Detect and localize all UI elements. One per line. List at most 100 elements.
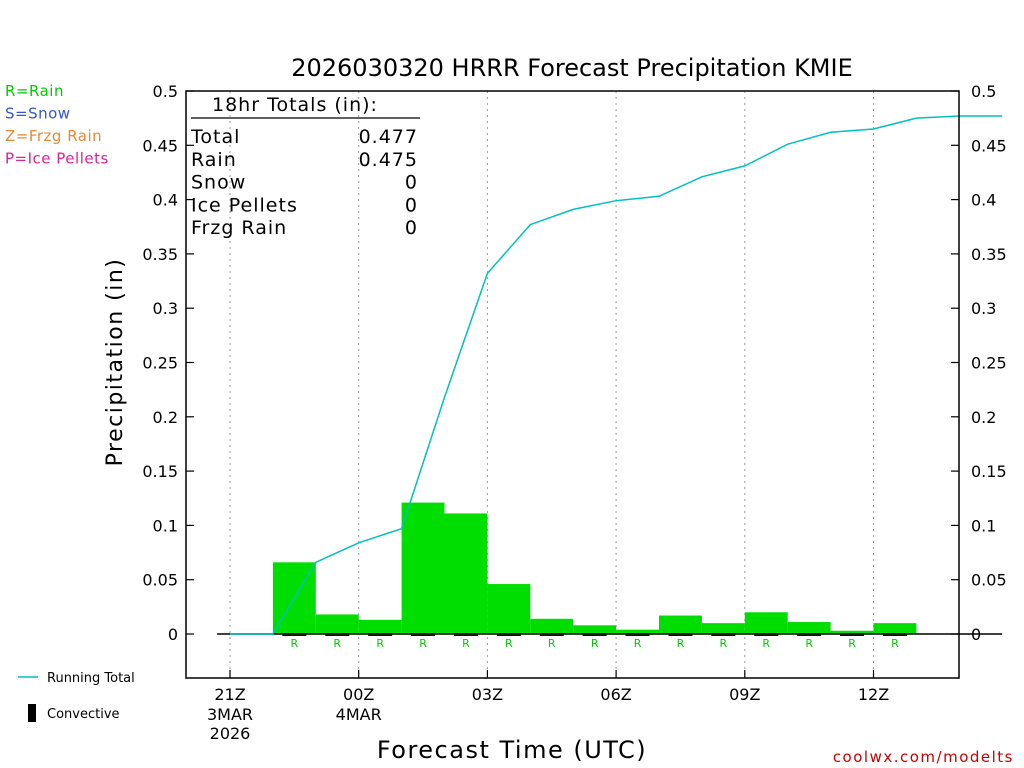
convective-marker — [496, 633, 521, 636]
convective-marker — [625, 633, 650, 636]
series-legend: Running Total Convective — [18, 671, 135, 722]
precip-type-label: R — [634, 637, 642, 650]
precip-type-label: R — [419, 637, 427, 650]
running-total-line — [230, 115, 1003, 635]
y-tick-label: 0.1 — [971, 516, 996, 535]
y-tick-label: 0.2 — [153, 408, 178, 427]
precip-bar — [444, 513, 488, 634]
y-axis-left: 0 0.05 0.1 0.15 0.2 0.25 0.3 0.35 0.4 0.45 0.5 — [142, 82, 194, 644]
x-tick-date: 3MAR — [207, 705, 253, 724]
totals-row-value: 0 — [405, 217, 418, 239]
y-tick-label: 0.4 — [971, 191, 996, 210]
convective-swatch — [28, 704, 36, 722]
precip-type-legend: R=Rain S=Snow Z=Frzg Rain P=Ice Pellets — [5, 82, 109, 168]
type-legend-entry: Z=Frzg Rain — [5, 127, 102, 145]
credit-text: coolwx.com/modelts — [833, 748, 1014, 766]
y-tick-label: 0.5 — [153, 82, 178, 101]
convective-marker — [282, 633, 307, 636]
y-tick-label: 0.1 — [153, 516, 178, 535]
convective-marker — [582, 633, 607, 636]
x-tick-label: 00Z — [343, 685, 374, 704]
y-tick-label: 0.15 — [971, 462, 1007, 481]
totals-row-value: 0 — [405, 172, 418, 194]
x-tick-label: 09Z — [729, 685, 760, 704]
y-tick-label: 0.05 — [971, 571, 1007, 590]
convective-marker — [754, 633, 779, 636]
totals-row-label: Snow — [191, 172, 246, 194]
y-tick-label: 0 — [971, 625, 981, 644]
precip-bar — [358, 619, 402, 634]
precip-type-label: R — [291, 637, 299, 650]
totals-row-value: 0.475 — [359, 149, 418, 171]
precip-bar — [701, 623, 745, 634]
precip-type-label: R — [677, 637, 685, 650]
x-tick-date: 4MAR — [336, 705, 382, 724]
convective-marker — [325, 633, 350, 636]
convective-marker — [711, 633, 736, 636]
totals-row-label: Rain — [191, 149, 237, 171]
y-tick-label: 0.45 — [142, 136, 178, 155]
convective-marker — [368, 633, 393, 636]
x-tick-label: 06Z — [600, 685, 631, 704]
convective-marker — [539, 633, 564, 636]
precip-type-label: R — [591, 637, 599, 650]
precip-bar — [573, 625, 617, 634]
precip-bar — [787, 622, 831, 634]
y-tick-label: 0.35 — [971, 245, 1007, 264]
totals-row-label: Frzg Rain — [191, 217, 287, 239]
y-tick-label: 0.25 — [971, 354, 1007, 373]
precip-bar — [487, 584, 531, 634]
convective-marker — [840, 633, 865, 636]
x-axis-label: Forecast Time (UTC) — [377, 736, 647, 764]
totals-heading: 18hr Totals (in): — [212, 94, 378, 116]
chart-title: 2026030320 HRRR Forecast Precipitation K… — [291, 54, 853, 82]
precip-type-label: R — [848, 637, 856, 650]
y-tick-label: 0 — [168, 625, 178, 644]
precip-type-label: R — [333, 637, 341, 650]
y-axis-label: Precipitation (in) — [103, 258, 128, 467]
totals-row-label: Total — [190, 126, 240, 148]
y-tick-label: 0.3 — [153, 299, 178, 318]
totals-row-value: 0.477 — [359, 126, 418, 148]
x-tick-label: 12Z — [858, 685, 889, 704]
y-tick-label: 0.2 — [971, 408, 996, 427]
totals-row-label: Ice Pellets — [191, 194, 298, 216]
y-axis-right: 0 0.05 0.1 0.15 0.2 0.25 0.3 0.35 0.4 0.45 0.5 — [951, 82, 1007, 644]
precip-type-label: R — [505, 637, 513, 650]
precip-type-label: R — [720, 637, 728, 650]
series-legend-label: Convective — [47, 707, 120, 722]
grid-lines — [229, 91, 874, 678]
x-tick-label: 21Z — [214, 685, 245, 704]
convective-marker — [882, 633, 907, 636]
precip-type-label: R — [548, 637, 556, 650]
precip-bar — [616, 629, 659, 634]
precip-bar — [530, 618, 574, 634]
convective-marker — [797, 633, 822, 636]
precip-type-label: R — [462, 637, 470, 650]
precip-type-label: R — [762, 637, 770, 650]
y-tick-label: 0.35 — [142, 245, 178, 264]
precip-bar — [830, 630, 874, 634]
y-tick-label: 0.05 — [142, 571, 178, 590]
y-tick-label: 0.15 — [142, 462, 178, 481]
type-legend-entry: P=Ice Pellets — [5, 150, 109, 168]
series-legend-label: Running Total — [47, 671, 135, 686]
convective-marker — [411, 633, 436, 636]
precip-type-label: R — [805, 637, 813, 650]
x-tick-label: 03Z — [472, 685, 503, 704]
convective-marker — [453, 633, 478, 636]
precip-bar — [744, 612, 788, 634]
y-tick-label: 0.5 — [971, 82, 996, 101]
y-tick-label: 0.3 — [971, 299, 996, 318]
y-tick-label: 0.4 — [153, 191, 178, 210]
y-tick-label: 0.25 — [142, 354, 178, 373]
bar-series — [272, 502, 917, 634]
precip-bar — [659, 615, 702, 634]
precip-bar — [873, 623, 917, 634]
x-tick-year: 2026 — [210, 724, 251, 743]
precip-type-label: R — [891, 637, 899, 650]
precip-bar — [401, 502, 445, 634]
